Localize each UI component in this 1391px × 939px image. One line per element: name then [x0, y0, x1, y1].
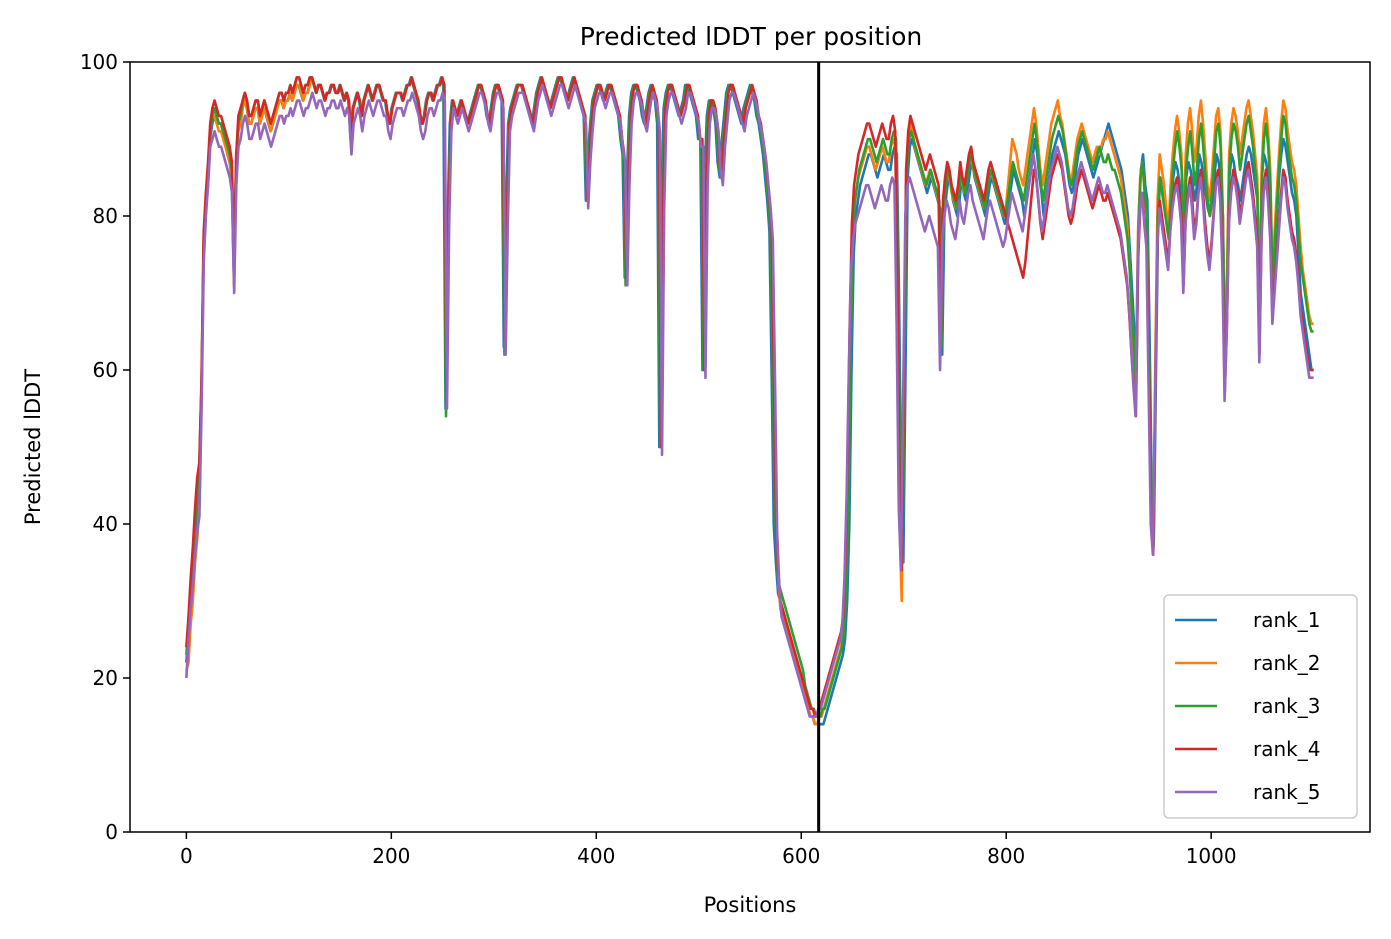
x-tick-label: 1000 — [1186, 844, 1237, 868]
y-axis-title: Predicted lDDT — [21, 369, 45, 525]
x-axis-title: Positions — [704, 893, 797, 917]
chart-title: Predicted lDDT per position — [580, 22, 922, 51]
y-tick-label: 40 — [93, 512, 118, 536]
y-tick-label: 80 — [93, 204, 118, 228]
x-tick-label: 400 — [577, 844, 615, 868]
legend-label-rank_4: rank_4 — [1253, 737, 1320, 761]
x-tick-label: 600 — [782, 844, 820, 868]
lddt-line-chart: Predicted lDDT per position 0 200 400 600 80… — [0, 0, 1391, 939]
y-tick-label: 100 — [80, 50, 118, 74]
legend: rank_1 rank_2 rank_3 rank_4 rank_5 — [1164, 595, 1357, 818]
x-tick-label: 800 — [987, 844, 1025, 868]
legend-label-rank_2: rank_2 — [1253, 651, 1320, 675]
x-tick-label: 0 — [180, 844, 193, 868]
legend-label-rank_3: rank_3 — [1253, 694, 1320, 718]
y-tick-label: 20 — [93, 666, 118, 690]
legend-label-rank_5: rank_5 — [1253, 780, 1320, 804]
legend-label-rank_1: rank_1 — [1253, 608, 1320, 632]
y-tick-label: 0 — [105, 820, 118, 844]
y-tick-label: 60 — [93, 358, 118, 382]
x-tick-label: 200 — [372, 844, 410, 868]
